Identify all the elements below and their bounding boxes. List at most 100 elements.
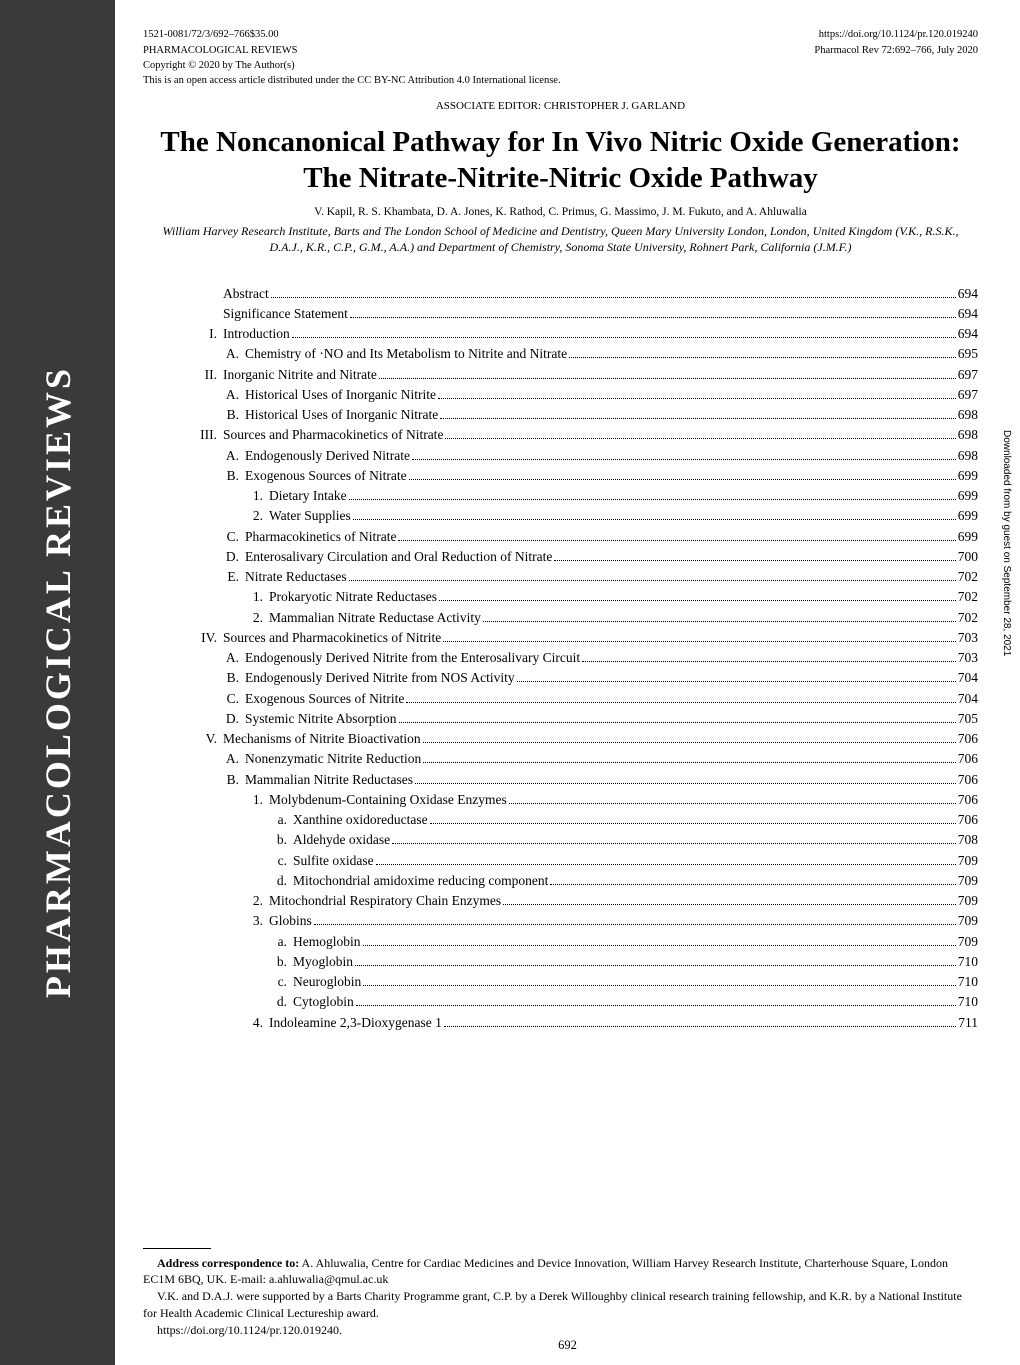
toc-page: 703 — [958, 628, 978, 648]
toc-text: Indoleamine 2,3-Dioxygenase 1 — [269, 1013, 442, 1033]
toc-text: Introduction — [223, 324, 290, 344]
header-citation: Pharmacol Rev 72:692–766, July 2020 — [814, 44, 978, 58]
header-journal: PHARMACOLOGICAL REVIEWS — [143, 44, 298, 58]
toc-dots — [582, 661, 956, 662]
toc-row: A.Endogenously Derived Nitrite from the … — [187, 648, 978, 668]
toc-dots — [503, 904, 956, 905]
toc-page: 699 — [958, 506, 978, 526]
correspondence-label: Address correspondence to: — [157, 1256, 299, 1270]
toc-number: C. — [187, 527, 239, 547]
toc-dots — [398, 540, 955, 541]
toc-row: B.Exogenous Sources of Nitrate699 — [187, 466, 978, 486]
toc-text: Exogenous Sources of Nitrite — [245, 689, 404, 709]
toc-dots — [349, 499, 956, 500]
toc-text: Nonenzymatic Nitrite Reduction — [245, 749, 421, 769]
toc-page: 694 — [958, 324, 978, 344]
toc-row: b. Myoglobin 710 — [187, 952, 978, 972]
toc-number: A. — [187, 749, 239, 769]
toc-text: Globins — [269, 911, 312, 931]
license-note: This is an open access article distribut… — [143, 75, 978, 86]
toc-text: Historical Uses of Inorganic Nitrate — [245, 405, 438, 425]
associate-editor: ASSOCIATE EDITOR: CHRISTOPHER J. GARLAND — [143, 100, 978, 112]
toc-text: Xanthine oxidoreductase — [293, 810, 428, 830]
toc-row: 2.Mitochondrial Respiratory Chain Enzyme… — [187, 891, 978, 911]
toc-row: B.Mammalian Nitrite Reductases706 — [187, 770, 978, 790]
toc-number: b. — [187, 830, 287, 850]
toc-page: 698 — [958, 446, 978, 466]
toc-number: d. — [187, 992, 287, 1012]
toc-number: 2. — [187, 608, 263, 628]
toc-page: 709 — [958, 891, 978, 911]
toc-text: Cytoglobin — [293, 992, 354, 1012]
toc-number: 1. — [187, 790, 263, 810]
journal-sidebar: PHARMACOLOGICAL REVIEWS — [0, 0, 115, 1365]
toc-dots — [439, 600, 956, 601]
toc-dots — [445, 438, 955, 439]
toc-page: 699 — [958, 527, 978, 547]
toc-text: Significance Statement — [223, 304, 348, 324]
toc-row: A. Nonenzymatic Nitrite Reduction 706 — [187, 749, 978, 769]
toc-page: 706 — [958, 749, 978, 769]
toc-number: c. — [187, 972, 287, 992]
toc-dots — [423, 762, 956, 763]
journal-sidebar-label: PHARMACOLOGICAL REVIEWS — [37, 366, 79, 998]
toc-number: III. — [187, 425, 217, 445]
toc-page: 699 — [958, 486, 978, 506]
toc-text: Mammalian Nitrite Reductases — [245, 770, 413, 790]
toc-page: 697 — [958, 385, 978, 405]
toc-row: D.Enterosalivary Circulation and Oral Re… — [187, 547, 978, 567]
toc-text: Mammalian Nitrate Reductase Activity — [269, 608, 481, 628]
toc-dots — [438, 398, 956, 399]
toc-number: 2. — [187, 506, 263, 526]
toc-dots — [430, 823, 956, 824]
footer: Address correspondence to: A. Ahluwalia,… — [143, 1248, 978, 1339]
toc-text: Prokaryotic Nitrate Reductases — [269, 587, 437, 607]
toc-text: Inorganic Nitrite and Nitrate — [223, 365, 377, 385]
toc-page: 699 — [958, 466, 978, 486]
toc-row: 2. Mammalian Nitrate Reductase Activity 70… — [187, 608, 978, 628]
toc-row: III. Sources and Pharmacokinetics of Nitr… — [187, 425, 978, 445]
toc-dots — [440, 418, 956, 419]
main-content: 1521-0081/72/3/692–766$35.00 https://doi… — [115, 0, 1020, 1053]
toc-row: c.Neuroglobin710 — [187, 972, 978, 992]
toc-row: Abstract694 — [187, 284, 978, 304]
toc-page: 702 — [958, 587, 978, 607]
toc-text: Sources and Pharmacokinetics of Nitrate — [223, 425, 443, 445]
toc-text: Systemic Nitrite Absorption — [245, 709, 397, 729]
toc-row: V.Mechanisms of Nitrite Bioactivation706 — [187, 729, 978, 749]
toc-number: b. — [187, 952, 287, 972]
header-row-3: Copyright © 2020 by The Author(s) — [143, 59, 978, 73]
toc-row: c.Sulfite oxidase709 — [187, 851, 978, 871]
toc-text: Myoglobin — [293, 952, 353, 972]
toc-text: Historical Uses of Inorganic Nitrite — [245, 385, 436, 405]
footer-doi: https://doi.org/10.1124/pr.120.019240. — [143, 1322, 978, 1338]
toc-page: 702 — [958, 608, 978, 628]
toc-row: B.Endogenously Derived Nitrite from NOS … — [187, 668, 978, 688]
toc-text: Sulfite oxidase — [293, 851, 374, 871]
toc-number: I. — [187, 324, 217, 344]
toc-page: 710 — [958, 952, 978, 972]
toc-row: A.Endogenously Derived Nitrate698 — [187, 446, 978, 466]
toc-number: 1. — [187, 587, 263, 607]
toc-row: 1.Molybdenum-Containing Oxidase Enzymes7… — [187, 790, 978, 810]
toc-number: d. — [187, 871, 287, 891]
toc-page: 710 — [958, 972, 978, 992]
header-row-2: PHARMACOLOGICAL REVIEWS Pharmacol Rev 72… — [143, 44, 978, 58]
toc-page: 702 — [958, 567, 978, 587]
toc-page: 697 — [958, 365, 978, 385]
toc-row: I. Introduction 694 — [187, 324, 978, 344]
toc-text: Nitrate Reductases — [245, 567, 347, 587]
toc-text: Abstract — [223, 284, 269, 304]
toc-text: Dietary Intake — [269, 486, 347, 506]
toc-text: Mechanisms of Nitrite Bioactivation — [223, 729, 421, 749]
toc-dots — [412, 459, 956, 460]
toc-page: 710 — [958, 992, 978, 1012]
toc-dots — [415, 783, 956, 784]
toc-number: a. — [187, 932, 287, 952]
toc-dots — [356, 1005, 956, 1006]
toc-number: 4. — [187, 1013, 263, 1033]
toc-row: d.Mitochondrial amidoxime reducing compo… — [187, 871, 978, 891]
toc-dots — [353, 519, 956, 520]
toc-page: 708 — [958, 830, 978, 850]
toc-number: II. — [187, 365, 217, 385]
